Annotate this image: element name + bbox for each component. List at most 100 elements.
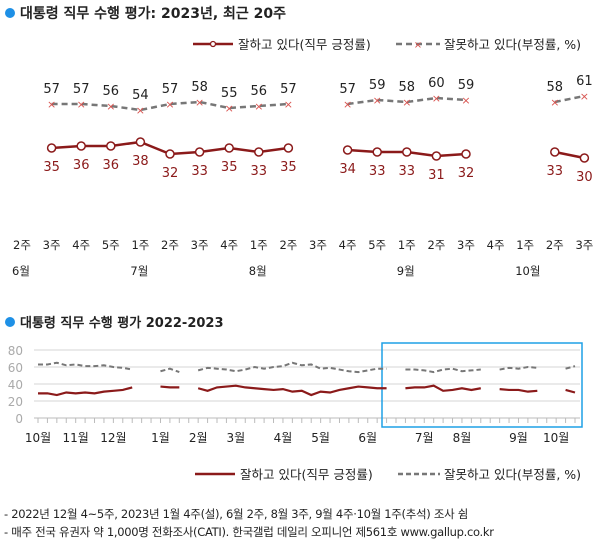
disapprove-value-label: 59 [458, 78, 475, 93]
x-week-label: 2주 [546, 238, 564, 252]
x-month-label: 10월 [25, 431, 51, 445]
disapprove-value-label: 55 [221, 86, 238, 101]
disapprove-point: × [165, 98, 174, 111]
disapprove-point: × [136, 104, 145, 117]
x-week-label: 4주 [487, 238, 505, 252]
approve-line-segment [499, 388, 538, 393]
x-week-label: 4주 [220, 238, 238, 252]
legend-disapprove-marker: × [414, 40, 422, 51]
x-week-label: 3주 [43, 238, 61, 252]
disapprove-line-segment [405, 367, 481, 374]
x-month-label: 3월 [226, 431, 245, 445]
footnote-missing-weeks: - 2022년 12월 4~5주, 2023년 1월 4주(설), 6월 2주,… [4, 507, 469, 521]
footnote-source: - 매주 전국 유권자 약 1,000명 전화조사(CATI). 한국갤럽 데일… [4, 525, 494, 539]
approve-value-label: 33 [251, 164, 268, 179]
approve-value-label: 36 [73, 158, 90, 173]
approve-point [106, 141, 116, 151]
disapprove-point: × [106, 100, 115, 113]
disapprove-value-label: 54 [132, 88, 149, 103]
x-week-label: 1주 [250, 238, 268, 252]
x-month-label: 6월 [12, 264, 30, 278]
approve-value-label: 35 [43, 160, 60, 175]
disapprove-point: × [195, 96, 204, 109]
disapprove-value-label: 57 [339, 82, 356, 97]
x-week-label: 2주 [161, 238, 179, 252]
disapprove-value-label: 56 [103, 84, 120, 99]
approve-point [135, 137, 146, 147]
x-week-label: 1주 [516, 238, 534, 252]
approve-line-segment [38, 386, 133, 397]
approve-value-label: 33 [369, 164, 386, 179]
approve-value-label: 33 [191, 164, 208, 179]
disapprove-point: × [402, 96, 411, 109]
approve-point [402, 147, 412, 157]
disapprove-line-segment [554, 94, 585, 104]
approve-point [283, 143, 294, 153]
disapprove-point: × [47, 98, 56, 111]
approve-value-label: 32 [162, 166, 179, 181]
x-month-label: 10월 [543, 431, 569, 445]
disapprove-value-label: 57 [280, 82, 297, 97]
disapprove-point: × [343, 98, 352, 111]
x-month-label: 6월 [358, 431, 377, 445]
x-week-label: 4주 [339, 238, 357, 252]
x-month-label: 9월 [397, 264, 415, 278]
chart-title: 대통령 직무 수행 평가: 2023년, 최근 20주 [20, 5, 286, 22]
approve-point [342, 145, 353, 155]
disapprove-point: × [373, 94, 382, 107]
chart-title: 대통령 직무 수행 평가 2022-2023 [20, 315, 224, 331]
y-tick-label: 0 [15, 412, 23, 426]
approve-point [46, 143, 57, 153]
disapprove-value-label: 57 [73, 82, 90, 97]
approve-value-label: 33 [547, 164, 564, 179]
legend-approve-label: 잘하고 있다(직무 긍정률) [240, 467, 373, 482]
x-month-label: 9월 [509, 431, 528, 445]
y-tick-label: 20 [8, 395, 23, 409]
x-month-label: 11월 [63, 431, 89, 445]
x-month-label: 4월 [274, 431, 293, 445]
disapprove-point: × [550, 96, 559, 109]
approve-line-segment [160, 385, 180, 389]
approve-value-label: 32 [458, 166, 475, 181]
approve-value-label: 31 [428, 168, 445, 183]
approve-point [254, 147, 264, 157]
approve-point [372, 147, 382, 157]
disapprove-value-label: 58 [547, 80, 564, 95]
approve-value-label: 34 [339, 162, 356, 177]
disapprove-point: × [461, 94, 470, 107]
x-month-label: 5월 [311, 431, 330, 445]
legend-disapprove-label: 잘못하고 있다(부정률, %) [444, 467, 581, 482]
recent-20-weeks-highlight-box [381, 342, 583, 428]
disapprove-value-label: 59 [369, 78, 386, 93]
disapprove-point: × [254, 100, 263, 113]
x-week-label: 5주 [368, 238, 386, 252]
approve-value-label: 35 [280, 160, 297, 175]
disapprove-point: × [432, 92, 441, 105]
disapprove-value-label: 58 [191, 80, 208, 95]
approve-point [194, 147, 205, 157]
approve-value-label: 30 [576, 170, 593, 185]
x-month-label: 2월 [189, 431, 208, 445]
approve-point [579, 153, 590, 163]
legend-approve-marker [209, 40, 217, 48]
disapprove-point: × [77, 98, 86, 111]
disapprove-value-label: 58 [399, 80, 416, 95]
x-week-label: 3주 [457, 238, 475, 252]
approve-line-segment [405, 384, 481, 392]
disapprove-line-segment [499, 365, 538, 371]
legend-approve-label: 잘하고 있다(직무 긍정률) [238, 37, 371, 52]
title-bullet-icon [5, 317, 15, 327]
approve-value-label: 36 [103, 158, 120, 173]
x-month-label: 7월 [415, 431, 434, 445]
y-tick-label: 80 [8, 344, 23, 358]
x-month-label: 8월 [453, 431, 472, 445]
x-week-label: 2주 [13, 238, 31, 252]
x-week-label: 2주 [427, 238, 445, 252]
approve-point [76, 141, 86, 151]
x-week-label: 4주 [72, 238, 90, 252]
legend-disapprove-label: 잘못하고 있다(부정률, %) [444, 37, 581, 52]
approve-value-label: 38 [132, 154, 149, 169]
x-month-label: 12월 [100, 431, 126, 445]
disapprove-point: × [580, 90, 589, 103]
